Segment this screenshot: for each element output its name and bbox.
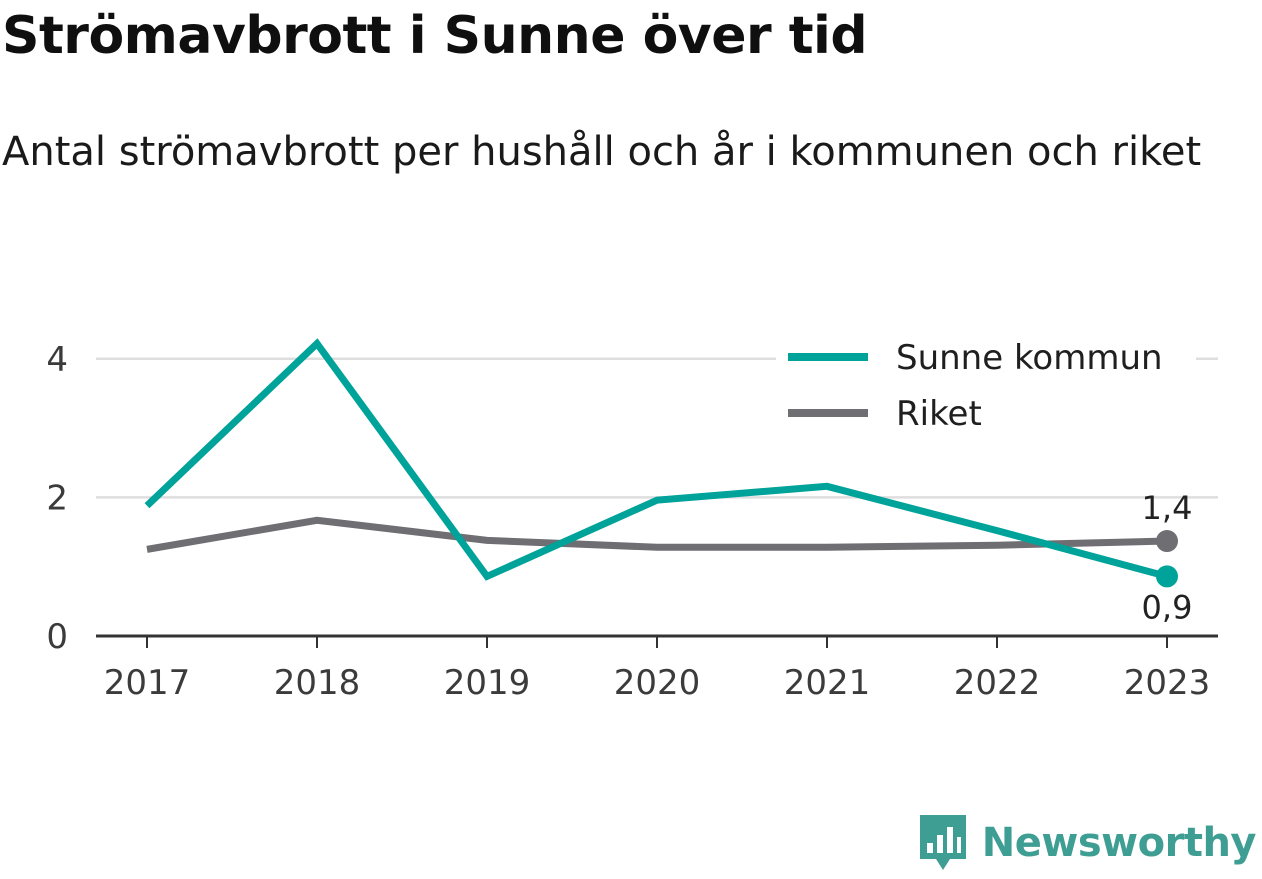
x-tick-label: 2019 [444,663,531,703]
legend-label: Sunne kommun [896,338,1163,378]
x-tick-label: 2021 [784,663,871,703]
y-axis-ticks: 0 2 4 [46,340,68,657]
series-line-sunne-kommun [144,338,1168,581]
legend: Sunne kommun Riket [776,330,1196,442]
y-tick-label: 0 [46,617,68,657]
x-tick-label: 2022 [954,663,1041,703]
x-tick-label: 2020 [614,663,701,703]
end-value-labels: 1,4 0,9 [1142,489,1193,626]
end-label-sunne-kommun: 0,9 [1142,588,1193,626]
chart-subtitle: Antal strömavbrott per hushåll och år i … [2,129,1202,175]
legend-label: Riket [896,394,982,434]
end-label-riket: 1,4 [1142,489,1193,527]
x-tick-label: 2017 [104,663,191,703]
x-axis: 2017 2018 2019 2020 2021 2022 2023 [96,634,1218,703]
end-point-riket [1156,530,1178,553]
x-tick-label: 2018 [274,663,361,703]
y-tick-label: 4 [46,340,68,380]
series-lines [144,338,1178,588]
x-tick-label: 2023 [1124,663,1211,703]
newsworthy-logo: Newsworthy [918,813,1257,873]
legend-background [776,330,1196,442]
end-point-sunne-kommun [1156,565,1178,588]
y-tick-label: 2 [46,478,68,518]
brand-name: Newsworthy [981,820,1257,866]
series-line-riket [146,516,1168,553]
chart-title: Strömavbrott i Sunne över tid [2,6,868,66]
bar-chart-speech-bubble-icon [919,815,966,870]
